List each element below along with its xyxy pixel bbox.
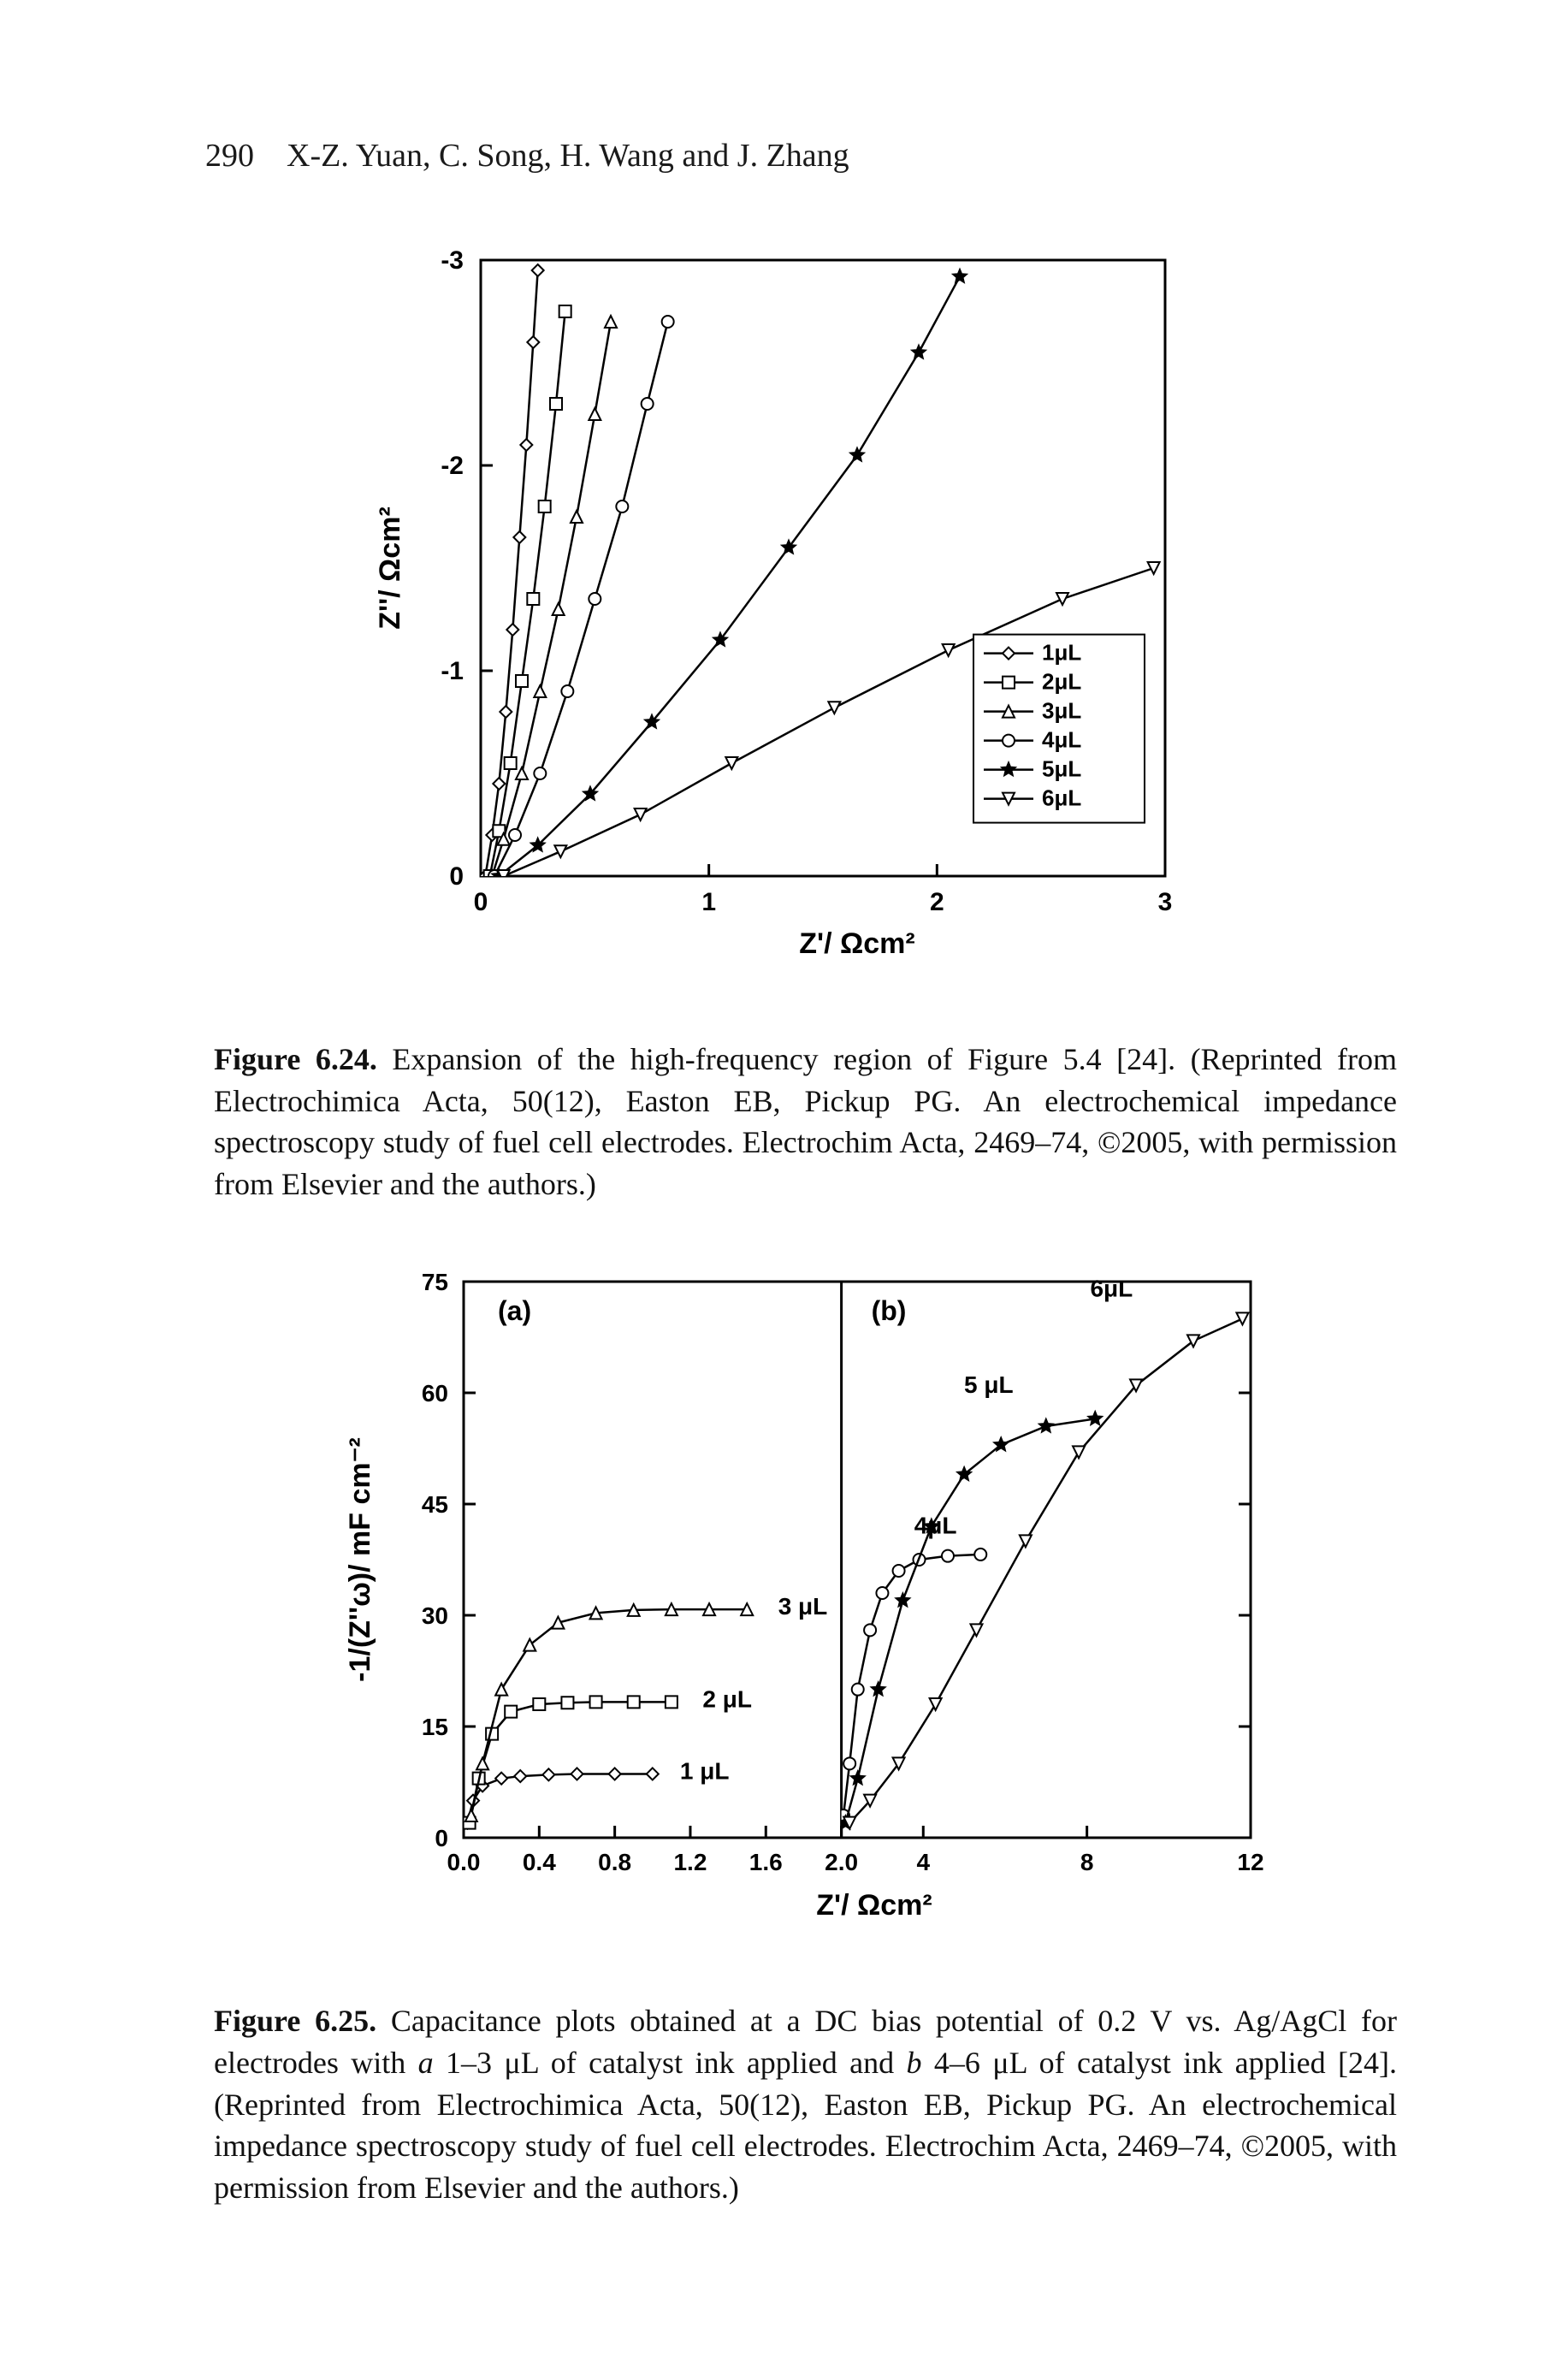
caption-6-25-bold: Figure 6.25.: [214, 2004, 376, 2038]
page-number: 290: [205, 138, 254, 174]
svg-text:6μL: 6μL: [1042, 785, 1081, 811]
svg-text:2 μL: 2 μL: [702, 1686, 752, 1713]
svg-text:15: 15: [421, 1714, 447, 1740]
svg-text:0: 0: [449, 862, 464, 891]
svg-text:0.0: 0.0: [447, 1849, 480, 1875]
caption-6-24-bold: Figure 6.24.: [214, 1042, 377, 1076]
svg-text:(b): (b): [871, 1295, 906, 1326]
svg-text:8: 8: [1080, 1849, 1093, 1875]
svg-text:Z'/ Ωcm²: Z'/ Ωcm²: [799, 927, 914, 960]
svg-text:1: 1: [701, 888, 716, 916]
svg-text:0.8: 0.8: [598, 1849, 631, 1875]
svg-text:1.6: 1.6: [748, 1849, 782, 1875]
caption-figure-6-24: Figure 6.24. Expansion of the high-frequ…: [214, 1039, 1397, 1205]
svg-text:1.2: 1.2: [673, 1849, 707, 1875]
caption-6-24-text: Expansion of the high-frequency region o…: [214, 1042, 1397, 1201]
svg-text:-3: -3: [441, 246, 464, 275]
svg-text:75: 75: [421, 1269, 447, 1295]
svg-text:4μL: 4μL: [914, 1513, 956, 1539]
svg-text:30: 30: [421, 1602, 447, 1629]
chart-6-25: 0 15 30 45 60 75 0.0 0.4 0.8 1.2 1.6 2.0 4 8 12 Z'/ Ωcm…: [293, 1256, 1319, 1957]
svg-text:0: 0: [435, 1825, 448, 1851]
svg-text:12: 12: [1237, 1849, 1263, 1875]
chart-6-24: 0 1 2 3 0 -1 -2 -3 Z'/ Ωcm² Z''/ Ωcm² 1μL 2μL 3μL 4μL…: [327, 226, 1285, 996]
svg-text:-1: -1: [441, 657, 464, 685]
svg-text:2.0: 2.0: [825, 1849, 858, 1875]
svg-text:0: 0: [473, 888, 488, 916]
svg-text:4μL: 4μL: [1042, 727, 1081, 753]
svg-text:3 μL: 3 μL: [778, 1593, 827, 1620]
page-header: 290 X-Z. Yuan, C. Song, H. Wang and J. Z…: [205, 137, 1405, 175]
figure-6-25: 0 15 30 45 60 75 0.0 0.4 0.8 1.2 1.6 2.0 4 8 12 Z'/ Ωcm…: [205, 1256, 1405, 1957]
svg-text:45: 45: [421, 1491, 447, 1518]
figure-6-24: 0 1 2 3 0 -1 -2 -3 Z'/ Ωcm² Z''/ Ωcm² 1μL 2μL 3μL 4μL…: [205, 226, 1405, 996]
header-authors: X-Z. Yuan, C. Song, H. Wang and J. Zhang: [287, 138, 849, 174]
svg-text:(a): (a): [498, 1295, 531, 1326]
svg-text:Z'/ Ωcm²: Z'/ Ωcm²: [816, 1889, 932, 1922]
svg-text:-2: -2: [441, 452, 464, 480]
svg-text:1μL: 1μL: [1042, 640, 1081, 666]
svg-text:2μL: 2μL: [1042, 669, 1081, 695]
svg-text:4: 4: [916, 1849, 930, 1875]
svg-text:60: 60: [421, 1380, 447, 1407]
caption-6-25-ital-a: a: [418, 2046, 434, 2080]
svg-text:5 μL: 5 μL: [964, 1371, 1014, 1398]
svg-text:1 μL: 1 μL: [679, 1758, 729, 1785]
svg-text:5μL: 5μL: [1042, 756, 1081, 782]
svg-text:3: 3: [1157, 888, 1172, 916]
svg-text:6μL: 6μL: [1090, 1276, 1133, 1302]
svg-text:Z''/ Ωcm²: Z''/ Ωcm²: [374, 506, 406, 630]
caption-6-25-ital-b: b: [907, 2046, 922, 2080]
svg-text:3μL: 3μL: [1042, 698, 1081, 724]
svg-text:0.4: 0.4: [522, 1849, 555, 1875]
svg-text:-1/(Z''ω)/ mF cm⁻²: -1/(Z''ω)/ mF cm⁻²: [344, 1438, 376, 1683]
caption-6-25-b: 1–3 μL of catalyst ink applied and: [434, 2046, 907, 2080]
svg-text:2: 2: [929, 888, 944, 916]
caption-figure-6-25: Figure 6.25. Capacitance plots obtained …: [214, 2000, 1397, 2208]
